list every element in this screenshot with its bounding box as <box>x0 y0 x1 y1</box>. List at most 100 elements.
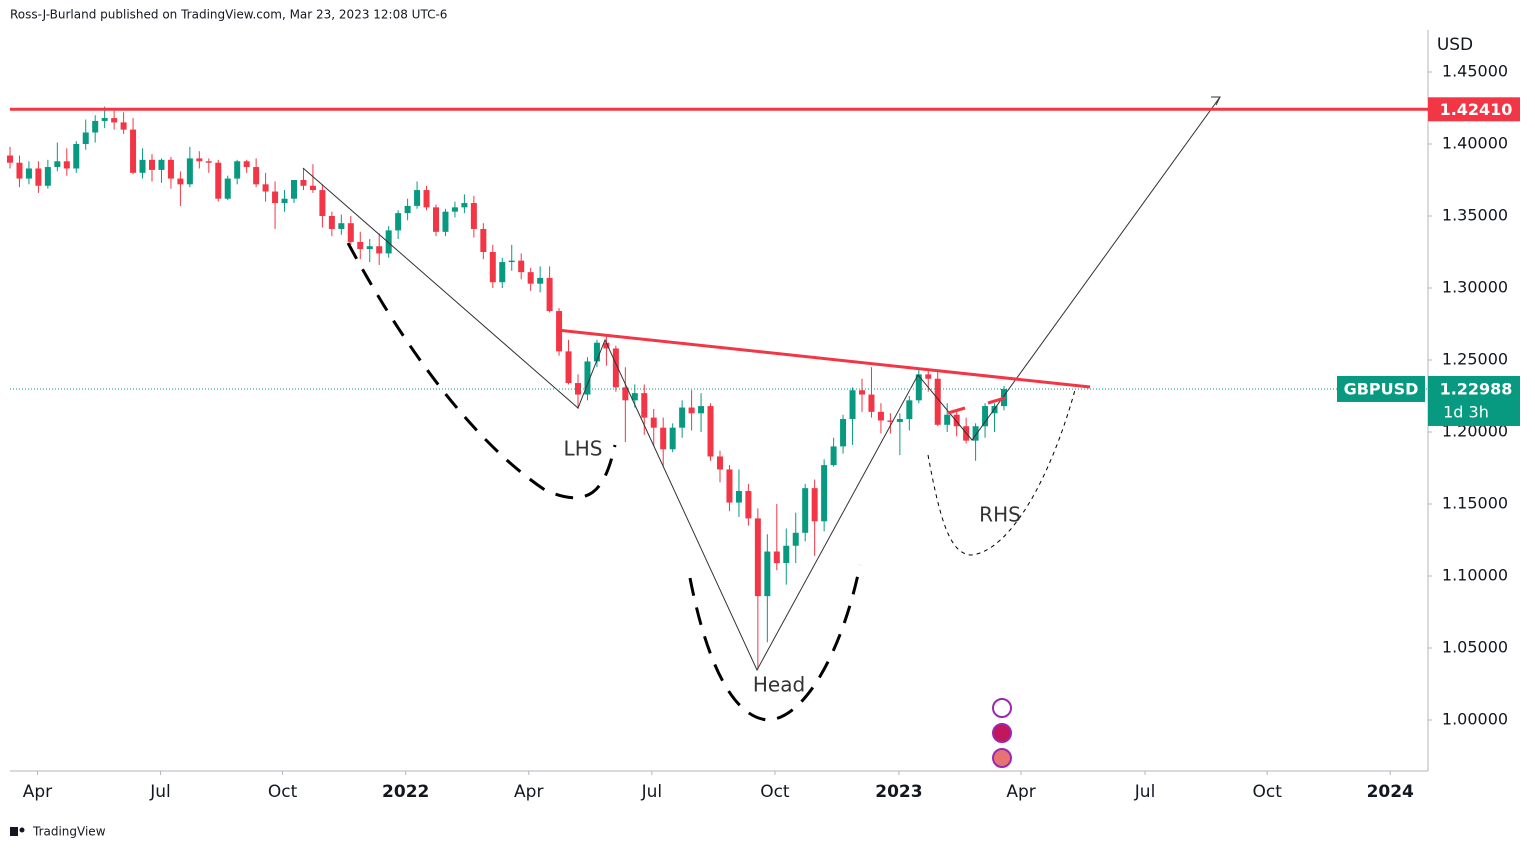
header: Ross-J-Burland published on TradingView.… <box>10 8 447 22</box>
candle-body <box>130 129 137 173</box>
currency: USD <box>1437 35 1473 55</box>
mini-neckline <box>947 406 966 415</box>
candle-body <box>754 518 761 597</box>
candle-body <box>120 122 127 130</box>
candle-body <box>830 446 837 466</box>
candle-body <box>291 179 297 199</box>
candle-body <box>707 406 714 457</box>
x-tick-label: Jul <box>641 782 663 802</box>
candle-body <box>139 159 146 173</box>
x-tick-label: 2022 <box>382 782 429 802</box>
candle-body <box>934 378 941 425</box>
annotation: RHS <box>979 503 1021 527</box>
price-label: 1.22988 <box>1440 379 1513 398</box>
candle-body <box>433 207 439 232</box>
annotation: LHS <box>564 437 603 461</box>
candle-body <box>423 190 430 208</box>
rhs-curve <box>927 389 1076 556</box>
candle-body <box>622 387 629 401</box>
candle-body <box>442 211 449 232</box>
candle-body <box>603 342 610 349</box>
footer-logo <box>10 827 25 836</box>
candle-body <box>717 456 723 470</box>
x-tick-label: Apr <box>23 782 52 802</box>
candle-body <box>338 223 345 229</box>
x-tick-label: 2023 <box>875 782 922 802</box>
candle-body <box>149 159 155 170</box>
candle-body <box>224 178 231 199</box>
arrow-head <box>1211 96 1221 106</box>
candle-body <box>584 361 591 395</box>
candle-body <box>357 241 364 250</box>
annotation: Head <box>753 673 805 697</box>
countdown: 1d 3h <box>1443 402 1489 421</box>
candle-body <box>167 159 174 179</box>
candle-body <box>111 118 118 123</box>
y-tick-label: 1.00000 <box>1442 709 1508 728</box>
x-tick-label: Apr <box>1006 782 1035 802</box>
candle-body <box>44 167 51 186</box>
mini-neckline <box>987 396 1006 405</box>
candle-body <box>859 390 865 395</box>
candle-body <box>972 426 979 441</box>
candle-body <box>764 551 771 597</box>
x-tick-label: 2024 <box>1367 782 1414 802</box>
candle-body <box>177 178 184 185</box>
candle-body <box>196 158 203 162</box>
candle-body <box>773 551 780 564</box>
event-icon[interactable] <box>992 723 1012 743</box>
candle-body <box>7 155 13 163</box>
candle-body <box>92 120 99 133</box>
y-tick-label: 1.05000 <box>1442 637 1508 656</box>
candle-body <box>518 260 525 273</box>
candle-body <box>376 246 383 254</box>
candle-body <box>262 184 269 192</box>
candle-body <box>82 132 89 144</box>
candle-body <box>309 185 316 191</box>
y-tick-label: 1.35000 <box>1442 205 1508 224</box>
event-icon[interactable] <box>992 698 1012 718</box>
candle-body <box>915 374 922 401</box>
candle-body <box>158 159 165 170</box>
candle-body <box>593 342 600 362</box>
candle-body <box>451 207 458 212</box>
candle-body <box>565 351 572 384</box>
candle-body <box>63 161 70 169</box>
x-tick-label: Jul <box>1134 782 1156 802</box>
candle-body <box>698 406 705 414</box>
neckline <box>556 328 1091 389</box>
candle-body <box>253 167 260 185</box>
y-tick-label: 1.25000 <box>1442 349 1508 368</box>
symbol-tag <box>1337 375 1425 402</box>
candle-body <box>821 465 828 522</box>
candle-body <box>944 414 951 425</box>
candle-body <box>669 427 676 450</box>
candle-body <box>385 230 392 254</box>
footer: TradingView <box>32 825 106 839</box>
x-tick-label: Jul <box>149 782 171 802</box>
candle-body <box>25 168 32 179</box>
candle-body <box>783 545 790 564</box>
y-tick-label: 1.20000 <box>1442 421 1508 440</box>
candle-body <box>272 191 279 204</box>
candle-body <box>16 162 23 179</box>
y-tick-label: 1.15000 <box>1442 493 1508 512</box>
event-icon[interactable] <box>992 748 1012 768</box>
candle-body <box>404 205 411 214</box>
y-tick-label: 1.40000 <box>1442 133 1508 152</box>
candle-body <box>35 168 42 186</box>
candle-body <box>953 414 960 427</box>
candle-body <box>849 390 856 420</box>
candle-body <box>792 532 799 546</box>
candle-body <box>925 374 932 379</box>
candle-body <box>641 393 648 418</box>
candle-body <box>982 406 989 427</box>
candle-body <box>281 198 288 204</box>
candle-body <box>877 411 884 421</box>
candle-body <box>101 118 108 121</box>
candle-body <box>802 488 809 533</box>
candle-body <box>347 223 354 242</box>
candle-body <box>679 407 686 428</box>
